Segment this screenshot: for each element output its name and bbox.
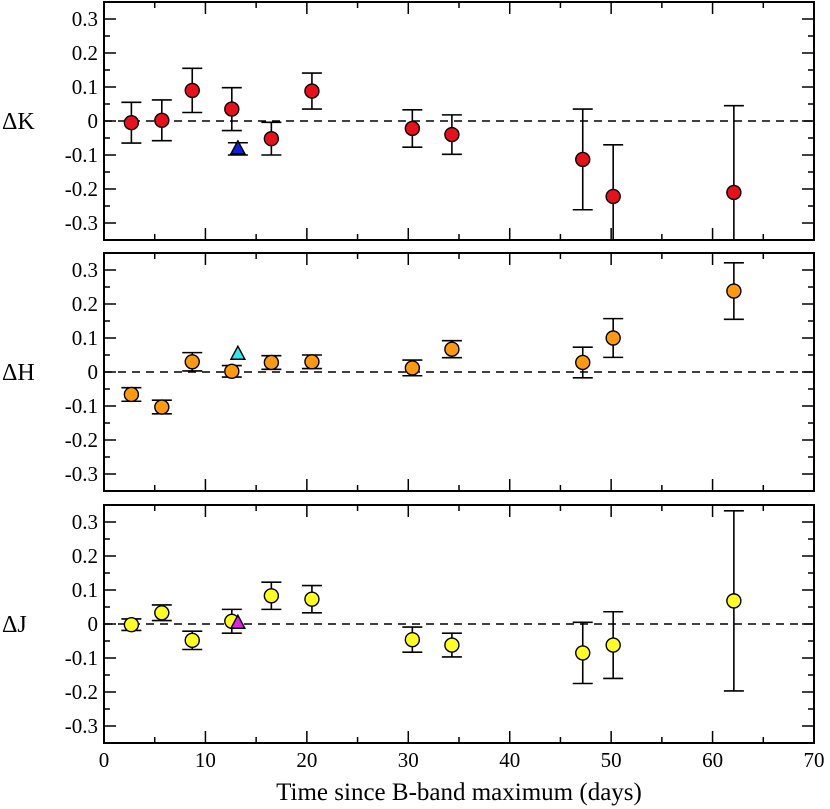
data-point-j [123, 616, 140, 633]
x-axis-title: Time since B-band maximum (days) [276, 779, 642, 806]
triangle-point-k [229, 139, 247, 155]
data-point-j [154, 605, 170, 621]
triangle-point-h [229, 344, 247, 360]
data-point-h [404, 360, 421, 376]
y-tick-label: 0.2 [72, 41, 98, 65]
x-tick-label: 20 [296, 748, 317, 772]
data-point-h [123, 386, 140, 403]
y-tick-label: 0.1 [72, 578, 98, 602]
data-point-j [444, 637, 460, 653]
y-tick-label: 0 [88, 109, 99, 133]
y-tick-label: 0.2 [72, 544, 98, 568]
data-point-h [154, 399, 170, 415]
data-point-h [263, 354, 280, 371]
y-tick-label: 0.3 [72, 510, 98, 534]
y-tick-label: 0 [88, 612, 99, 636]
x-tick-label: 50 [601, 748, 622, 772]
data-point-k [224, 101, 240, 117]
y-tick-label: 0.1 [72, 326, 98, 350]
data-point-h [605, 330, 621, 346]
y-tick-label: 0.3 [72, 258, 98, 282]
y-tick-label: 0.3 [72, 7, 98, 31]
panel-ylabel-k: ΔK [2, 109, 35, 135]
data-point-j [575, 645, 591, 661]
data-point-h [726, 283, 742, 299]
y-tick-label: 0.1 [72, 75, 98, 99]
data-point-j [404, 631, 421, 648]
data-point-k [123, 114, 140, 131]
data-point-j [263, 588, 280, 604]
data-point-k [184, 82, 200, 99]
y-tick-label: -0.2 [65, 177, 98, 201]
data-point-k [444, 126, 460, 143]
data-point-j [304, 591, 320, 607]
x-tick-label: 60 [702, 748, 723, 772]
y-tick-label: 0.2 [72, 292, 98, 316]
data-point-k [263, 130, 280, 147]
x-tick-label: 70 [804, 748, 825, 772]
y-tick-label: -0.3 [65, 462, 98, 486]
data-point-h [304, 354, 320, 370]
data-point-k [605, 188, 621, 205]
panel-ylabel-h: ΔH [2, 360, 35, 386]
data-point-k [726, 184, 742, 201]
data-point-j [726, 593, 742, 609]
y-tick-label: -0.1 [65, 394, 98, 418]
data-point-k [304, 83, 320, 99]
y-tick-label: -0.2 [65, 680, 98, 704]
data-point-k [575, 151, 591, 168]
data-point-j [605, 637, 621, 653]
data-point-h [224, 363, 240, 380]
panel-ylabel-j: ΔJ [2, 612, 27, 638]
data-point-h [575, 354, 591, 371]
data-point-k [154, 112, 170, 129]
data-point-j [184, 632, 200, 649]
data-point-h [444, 341, 460, 357]
y-tick-label: -0.3 [65, 714, 98, 738]
y-tick-label: -0.1 [65, 143, 98, 167]
x-tick-label: 30 [398, 748, 419, 772]
data-point-k [404, 120, 421, 137]
x-tick-label: 10 [195, 748, 216, 772]
x-tick-label: 0 [99, 748, 110, 772]
y-tick-label: -0.1 [65, 646, 98, 670]
data-point-h [184, 354, 200, 370]
x-tick-label: 40 [499, 748, 520, 772]
y-tick-label: -0.3 [65, 211, 98, 235]
triangle-point-j [229, 613, 247, 629]
y-tick-label: 0 [88, 360, 99, 384]
y-tick-label: -0.2 [65, 428, 98, 452]
